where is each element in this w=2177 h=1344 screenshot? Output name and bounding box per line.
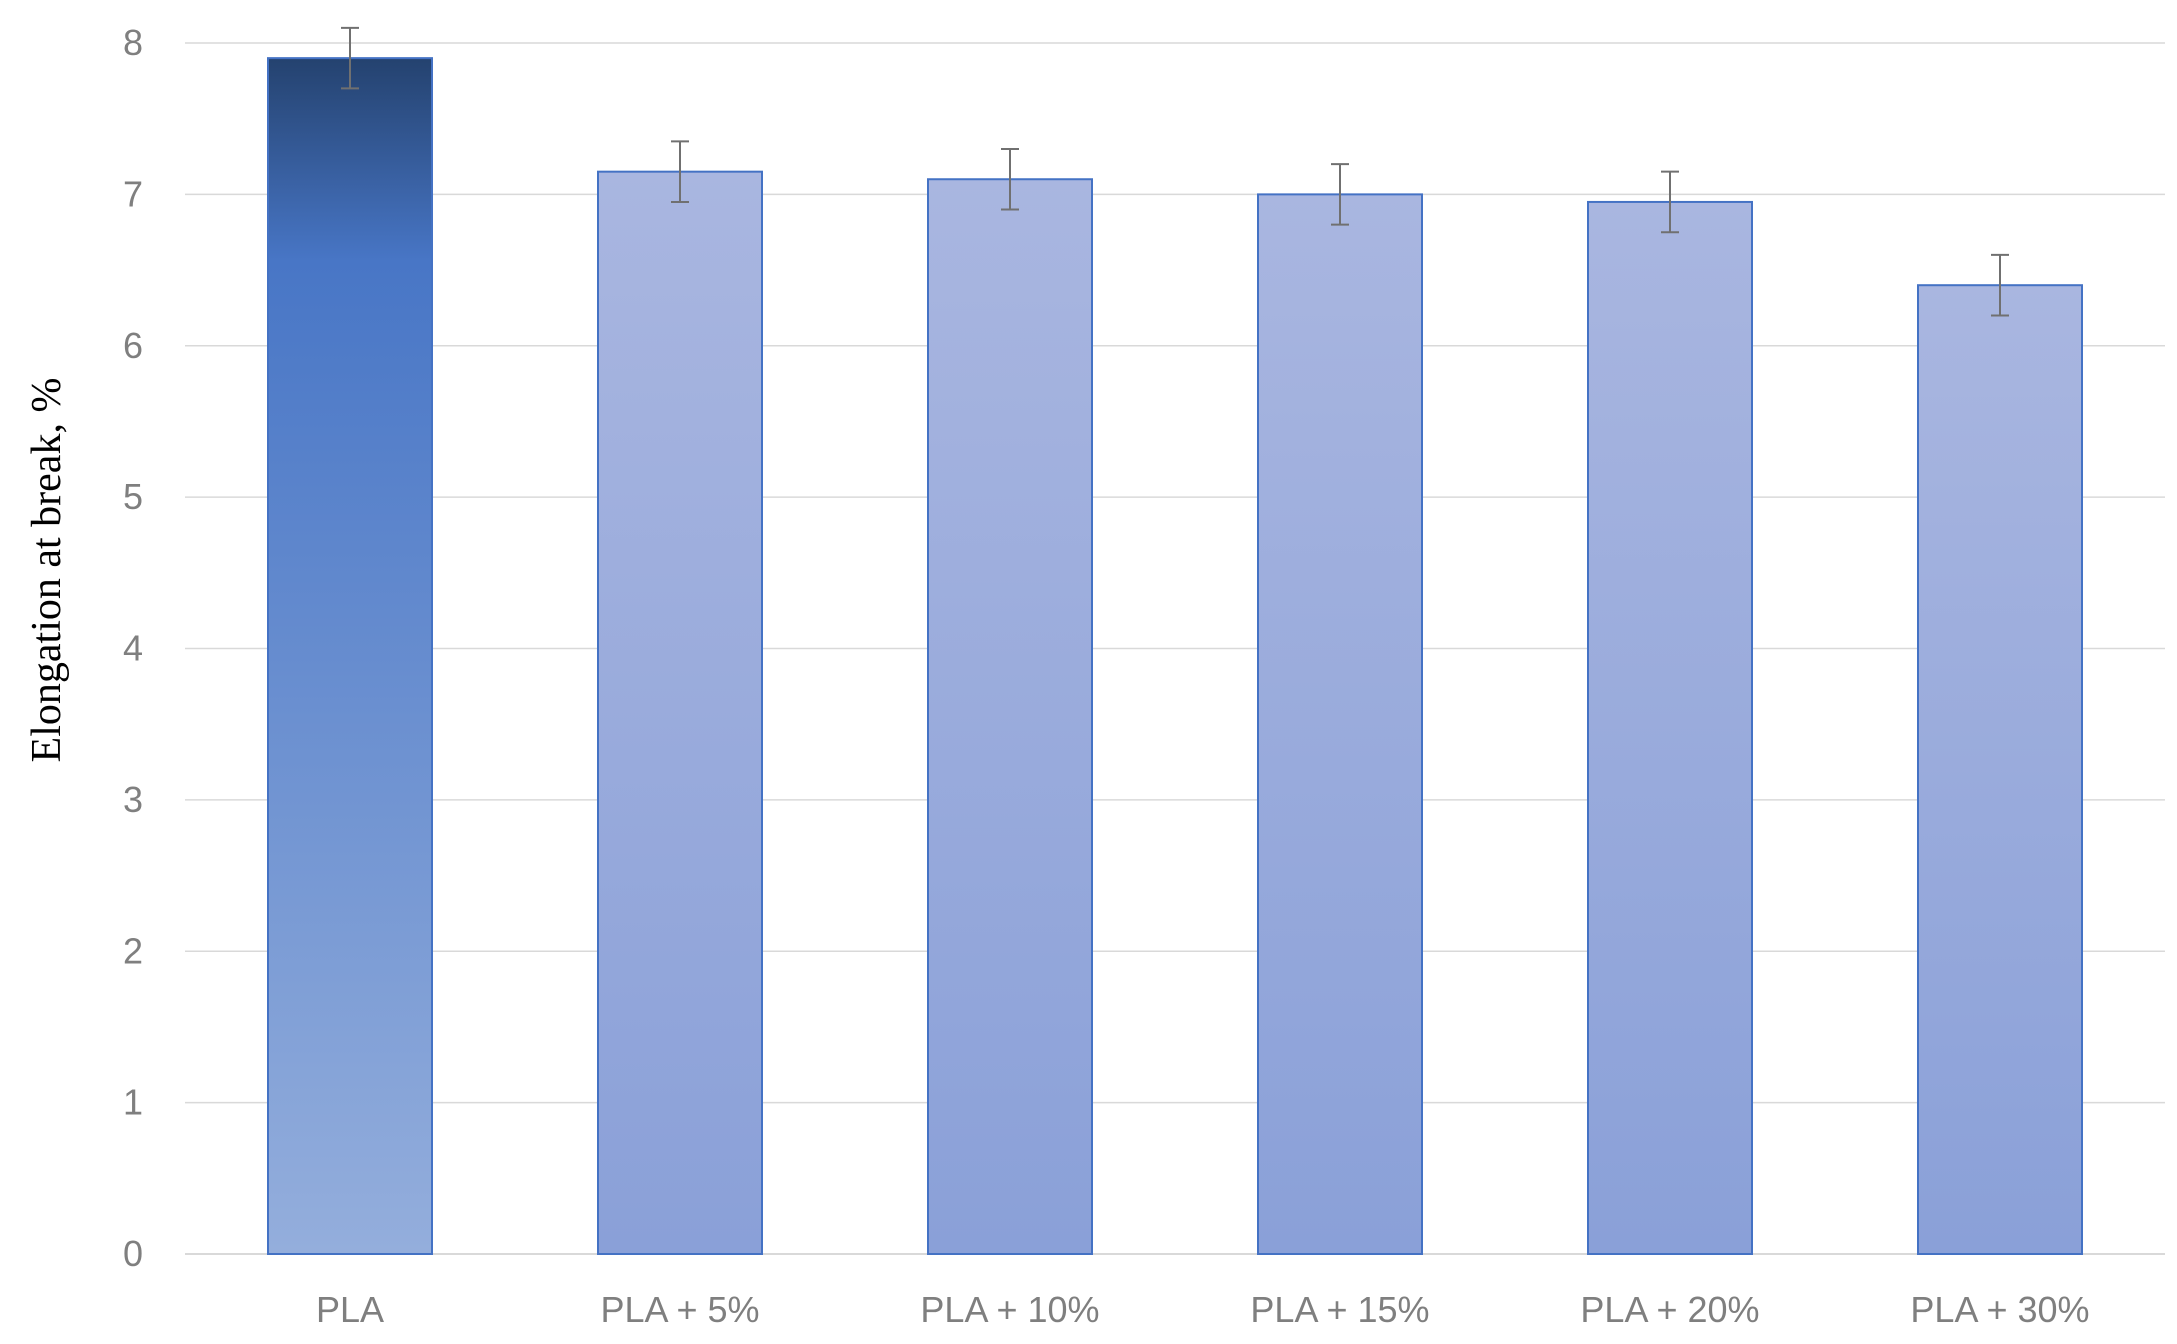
gridlines (185, 42, 2165, 1255)
x-tick-label: PLA + 5% (600, 1289, 759, 1330)
y-tick-label: 6 (123, 325, 143, 366)
y-tick-label: 5 (123, 476, 143, 517)
error-bar (1661, 170, 1679, 234)
y-axis-title: Elongation at break, % (24, 378, 70, 763)
bar (1917, 284, 2083, 1255)
bar (597, 170, 763, 1256)
bar (267, 57, 433, 1256)
bar (1587, 200, 1753, 1256)
error-bars (341, 26, 2009, 317)
x-tick-label: PLA + 30% (1910, 1289, 2089, 1330)
x-tick-label: PLA + 15% (1250, 1289, 1429, 1330)
x-tick-label: PLA + 10% (920, 1289, 1099, 1330)
error-bar (1991, 253, 2009, 317)
y-tick-label: 2 (123, 930, 143, 971)
x-tick-label: PLA + 20% (1580, 1289, 1759, 1330)
y-tick-label: 3 (123, 779, 143, 820)
y-tick-label: 8 (123, 22, 143, 63)
error-bar (341, 26, 359, 90)
y-axis-ticks: 0 1 2 3 4 5 6 7 8 (123, 22, 143, 1274)
y-tick-label: 4 (123, 628, 143, 669)
bars (267, 57, 2083, 1256)
error-bar (1331, 163, 1349, 226)
x-tick-label: PLA (316, 1289, 384, 1330)
bar (1257, 193, 1423, 1255)
error-bar (1001, 147, 1019, 211)
error-bar (671, 140, 689, 203)
y-tick-label: 7 (123, 173, 143, 214)
bar (927, 178, 1093, 1255)
y-tick-label: 1 (123, 1082, 143, 1123)
x-axis-ticks: PLA PLA + 5% PLA + 10% PLA + 15% PLA + 20% PL… (316, 1289, 2090, 1330)
y-tick-label: 0 (123, 1233, 143, 1274)
